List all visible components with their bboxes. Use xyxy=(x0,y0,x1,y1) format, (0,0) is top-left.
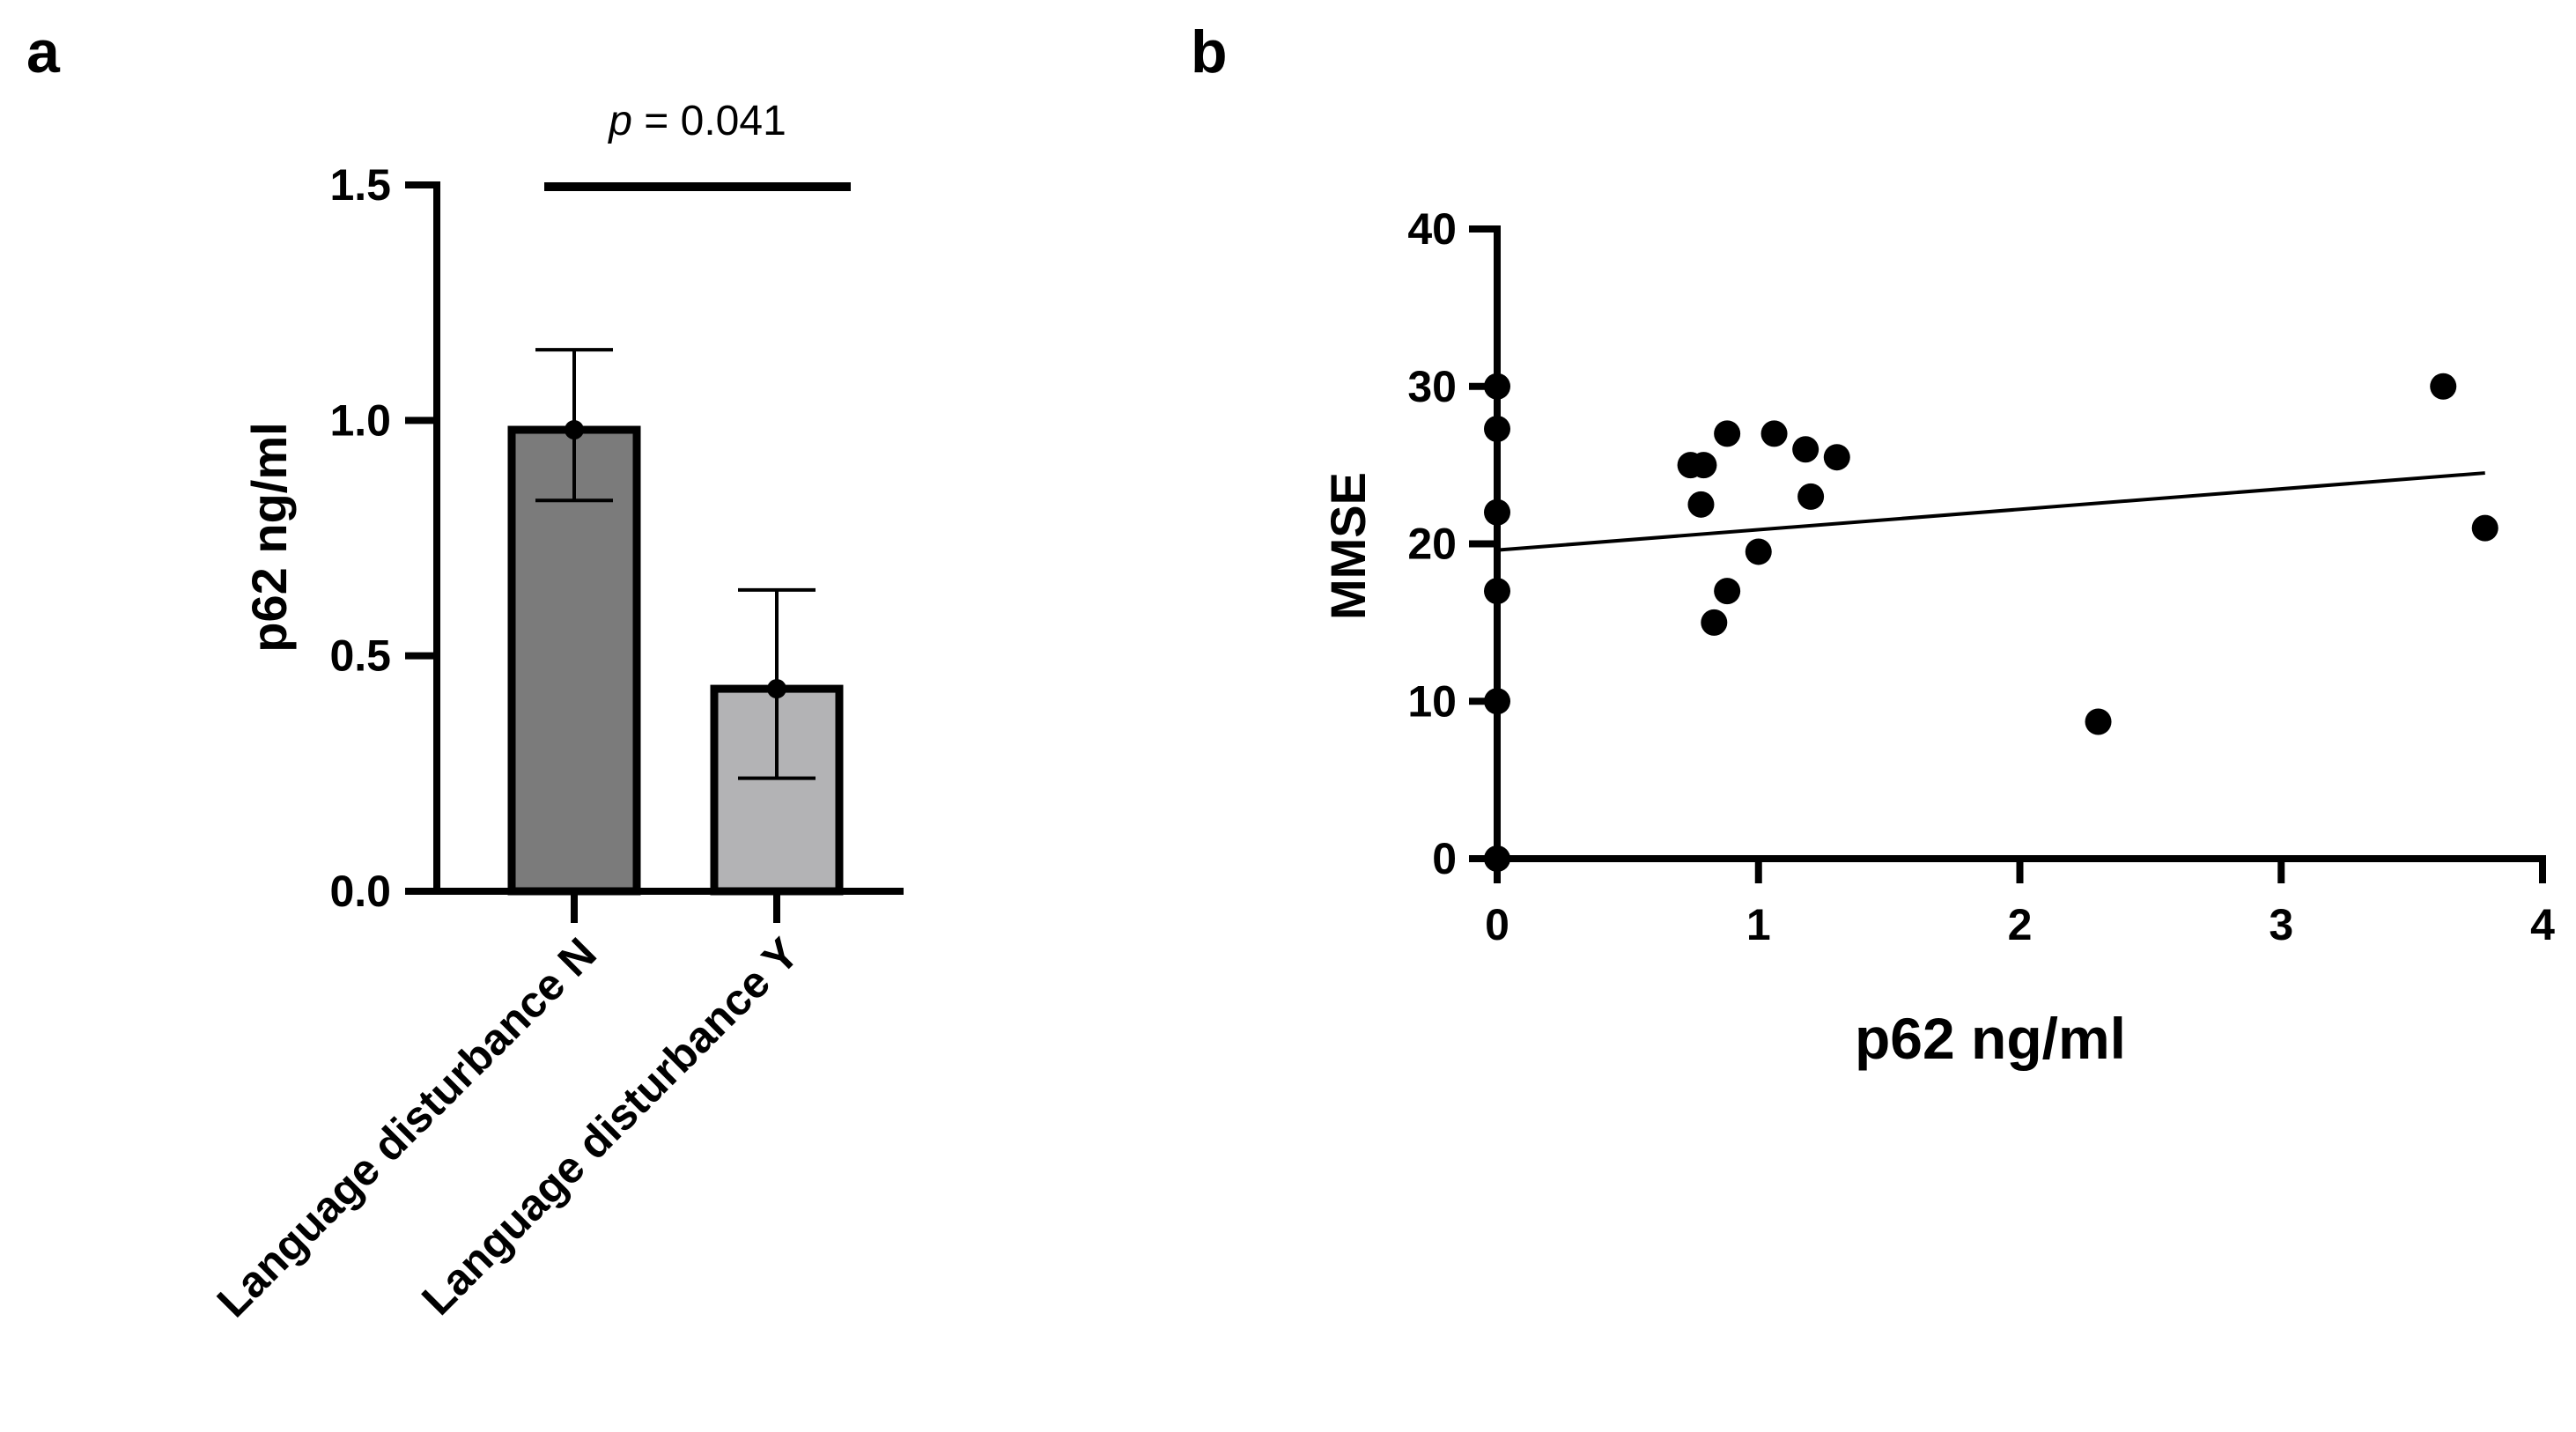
scatter-point xyxy=(1701,609,1728,636)
bar-chart-y-tick-label: 0.5 xyxy=(329,631,391,681)
scatter-x-label: p62 ng/ml xyxy=(1855,1006,2126,1071)
mean-marker xyxy=(767,679,786,699)
scatter-x-tick-label: 1 xyxy=(1746,900,1771,949)
scatter-point xyxy=(2085,708,2112,735)
scatter-x-tick-label: 3 xyxy=(2269,900,2293,949)
mean-marker xyxy=(565,420,584,440)
scatter-point xyxy=(1745,538,1772,565)
scatter-point xyxy=(2430,373,2457,400)
scatter-point xyxy=(1714,420,1741,447)
scatter-point xyxy=(1690,452,1717,479)
bar-chart-y-tick-label: 0.0 xyxy=(329,867,391,916)
scatter-point xyxy=(1823,444,1850,471)
scatter-y-tick-label: 20 xyxy=(1407,520,1457,569)
p-value-annotation: p = 0.041 xyxy=(607,98,786,144)
scatter-point xyxy=(2471,514,2498,542)
scatter-x-tick-label: 0 xyxy=(1485,900,1509,949)
scatter-y-label: MMSE xyxy=(1320,472,1376,620)
regression-line xyxy=(1496,471,2485,552)
panel-label-b: b xyxy=(1191,18,1228,85)
bar-chart-y-label: p62 ng/ml xyxy=(241,422,297,652)
scatter-point xyxy=(1484,373,1510,400)
scatter-point xyxy=(1484,498,1510,526)
scatter-y-tick-label: 40 xyxy=(1407,204,1457,254)
scatter-x-tick-label: 4 xyxy=(2530,900,2555,949)
panel-label-a: a xyxy=(26,18,61,85)
category-label: Language disturbance N xyxy=(208,928,606,1326)
scatter-point xyxy=(1797,483,1825,510)
bar-chart-y-tick-label: 1.0 xyxy=(329,395,391,445)
scatter-y-tick-label: 10 xyxy=(1407,676,1457,726)
scatter-chart-panel: 0 10 20 30 40 0 1 2 3 4 MMSE p62 ng/ml xyxy=(1320,204,2555,1071)
scatter-point xyxy=(1687,491,1715,518)
scatter-point xyxy=(1484,688,1510,715)
scatter-point xyxy=(1484,578,1510,605)
category-label: Language disturbance Y xyxy=(412,928,808,1325)
scatter-y-tick-label: 30 xyxy=(1407,362,1457,411)
bar-chart-panel: 0.0 0.5 1.0 1.5 Language disturbance NLangu… xyxy=(208,98,904,1326)
scatter-x-tick-label: 2 xyxy=(2008,900,2033,949)
scatter-point xyxy=(1714,578,1741,605)
scatter-y-tick-label: 0 xyxy=(1432,834,1457,883)
bar-language-disturbance-n xyxy=(507,425,641,896)
scatter-point xyxy=(1792,436,1819,463)
scatter-point xyxy=(1484,845,1510,872)
scatter-point xyxy=(1484,416,1510,443)
bar-chart-y-tick-label: 1.5 xyxy=(329,160,391,210)
scatter-point xyxy=(1760,420,1788,447)
